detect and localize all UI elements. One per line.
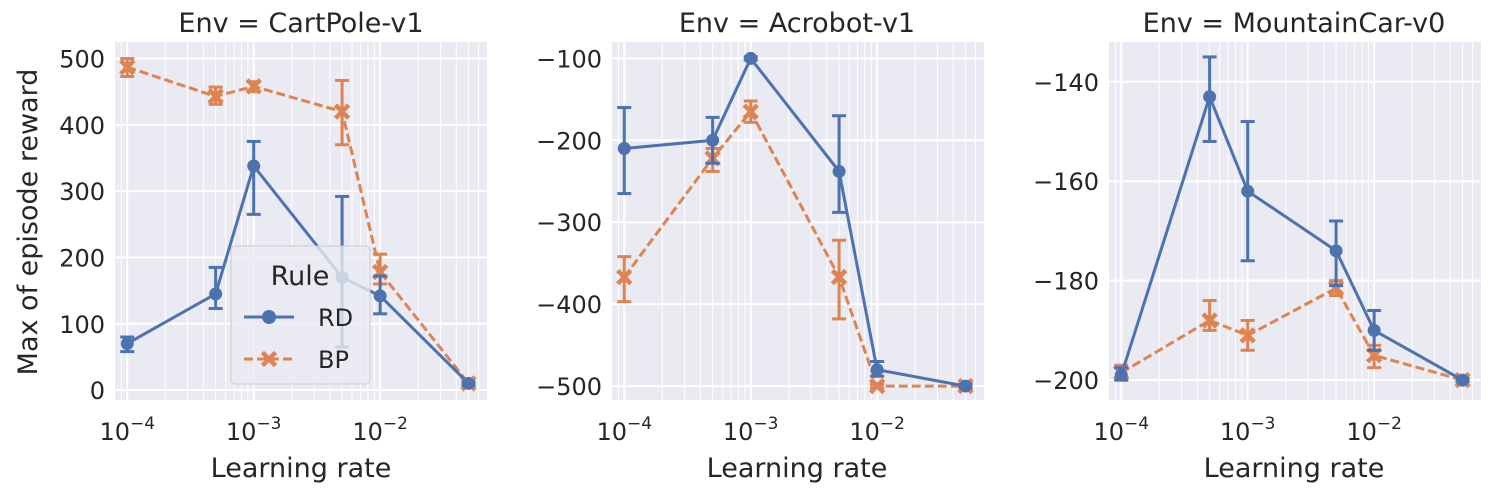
data-point — [245, 78, 262, 95]
y-tick-label: 0 — [90, 377, 105, 405]
data-point — [868, 377, 886, 395]
data-point — [742, 103, 759, 120]
legend-entry-rd: RD — [244, 304, 353, 332]
series-layer — [119, 57, 477, 392]
data-point — [373, 289, 387, 303]
x-axis-label: Learning rate — [707, 453, 888, 484]
panel-mountaincar: Env = MountainCar-v0 Learning rate 10−4 1… — [1033, 8, 1481, 484]
y-tick-label: −140 — [1033, 69, 1099, 97]
legend-marker-rd — [262, 310, 276, 324]
y-tick-label: −400 — [536, 291, 602, 319]
x-tick-label: 10−2 — [849, 414, 905, 446]
data-point — [209, 287, 223, 301]
series-line — [1119, 92, 1464, 382]
x-tick-label: 10−3 — [1220, 414, 1276, 446]
y-tick-label: 100 — [59, 311, 105, 339]
data-point — [1114, 368, 1128, 382]
y-tick-label: −100 — [536, 45, 602, 73]
data-point — [333, 103, 351, 120]
series-rd — [617, 51, 973, 393]
data-point — [1241, 184, 1255, 198]
y-tick-label: −160 — [1033, 168, 1099, 196]
data-point — [870, 363, 884, 377]
data-point — [959, 379, 973, 393]
y-tick-label: 500 — [59, 46, 105, 74]
data-point — [119, 59, 136, 76]
y-tick-label: 300 — [59, 178, 105, 206]
data-point — [1365, 347, 1383, 364]
x-tick-label: 10−4 — [99, 414, 155, 446]
data-point — [247, 159, 261, 173]
data-point — [120, 337, 134, 351]
data-point — [830, 268, 848, 286]
data-point — [616, 268, 633, 286]
series-line — [1120, 286, 1463, 382]
x-axis-label: Learning rate — [211, 453, 392, 484]
plot-background-group — [612, 42, 984, 400]
x-tick-label: 10−4 — [1093, 414, 1149, 446]
series-line — [624, 55, 966, 388]
legend-label-rd: RD — [318, 304, 353, 332]
panel-title: Env = MountainCar-v0 — [1143, 8, 1446, 39]
legend-entry-bp: BP — [244, 346, 349, 374]
plot-background-group — [1109, 42, 1481, 400]
x-tick-label: 10−4 — [596, 414, 652, 446]
y-axis-label: Max of episode reward — [13, 69, 44, 376]
data-point — [832, 164, 846, 178]
data-point — [1329, 244, 1343, 258]
series-line — [623, 108, 966, 388]
data-point — [706, 133, 720, 147]
plot-area — [612, 42, 984, 400]
data-point — [462, 376, 476, 390]
series-rd — [120, 139, 476, 390]
legend: Rule RD BP — [230, 245, 371, 385]
panel-title: Env = CartPole-v1 — [178, 8, 423, 39]
y-tick-label: 400 — [59, 112, 105, 140]
x-tick-label: 10−3 — [226, 414, 282, 446]
panel-cartpole: Env = CartPole-v1 Learning rate 10−4 10−3… — [59, 8, 487, 484]
legend-label-bp: BP — [318, 346, 349, 374]
x-tick-label: 10−2 — [1346, 414, 1402, 446]
series-layer — [1113, 55, 1471, 389]
legend-box — [230, 245, 371, 385]
plot-area — [1109, 42, 1481, 400]
x-tick-label: 10−3 — [723, 414, 779, 446]
y-tick-label: −200 — [1033, 367, 1099, 395]
y-tick-label: −300 — [536, 209, 602, 237]
data-point — [1203, 90, 1217, 104]
data-point — [1367, 323, 1381, 337]
y-tick-label: −180 — [1033, 268, 1099, 296]
x-axis-label: Learning rate — [1204, 453, 1385, 484]
data-point — [744, 51, 758, 65]
y-tick-label: 200 — [59, 244, 105, 272]
data-point — [617, 141, 631, 155]
data-point — [207, 88, 224, 105]
series-rd — [1114, 55, 1470, 387]
x-tick-label: 10−2 — [352, 414, 408, 446]
data-point — [1201, 312, 1218, 329]
panel-title: Env = Acrobot-v1 — [679, 8, 915, 39]
series-line — [126, 162, 470, 385]
y-tick-label: −200 — [536, 127, 602, 155]
data-point — [1239, 327, 1256, 344]
y-tick-label: −500 — [536, 373, 602, 401]
panel-acrobot: Env = Acrobot-v1 Learning rate 10−4 10−3 1… — [536, 8, 984, 484]
legend-title: Rule — [271, 261, 330, 292]
data-point — [1456, 373, 1470, 387]
legend-marker-bp — [260, 350, 278, 368]
series-layer — [616, 51, 974, 395]
